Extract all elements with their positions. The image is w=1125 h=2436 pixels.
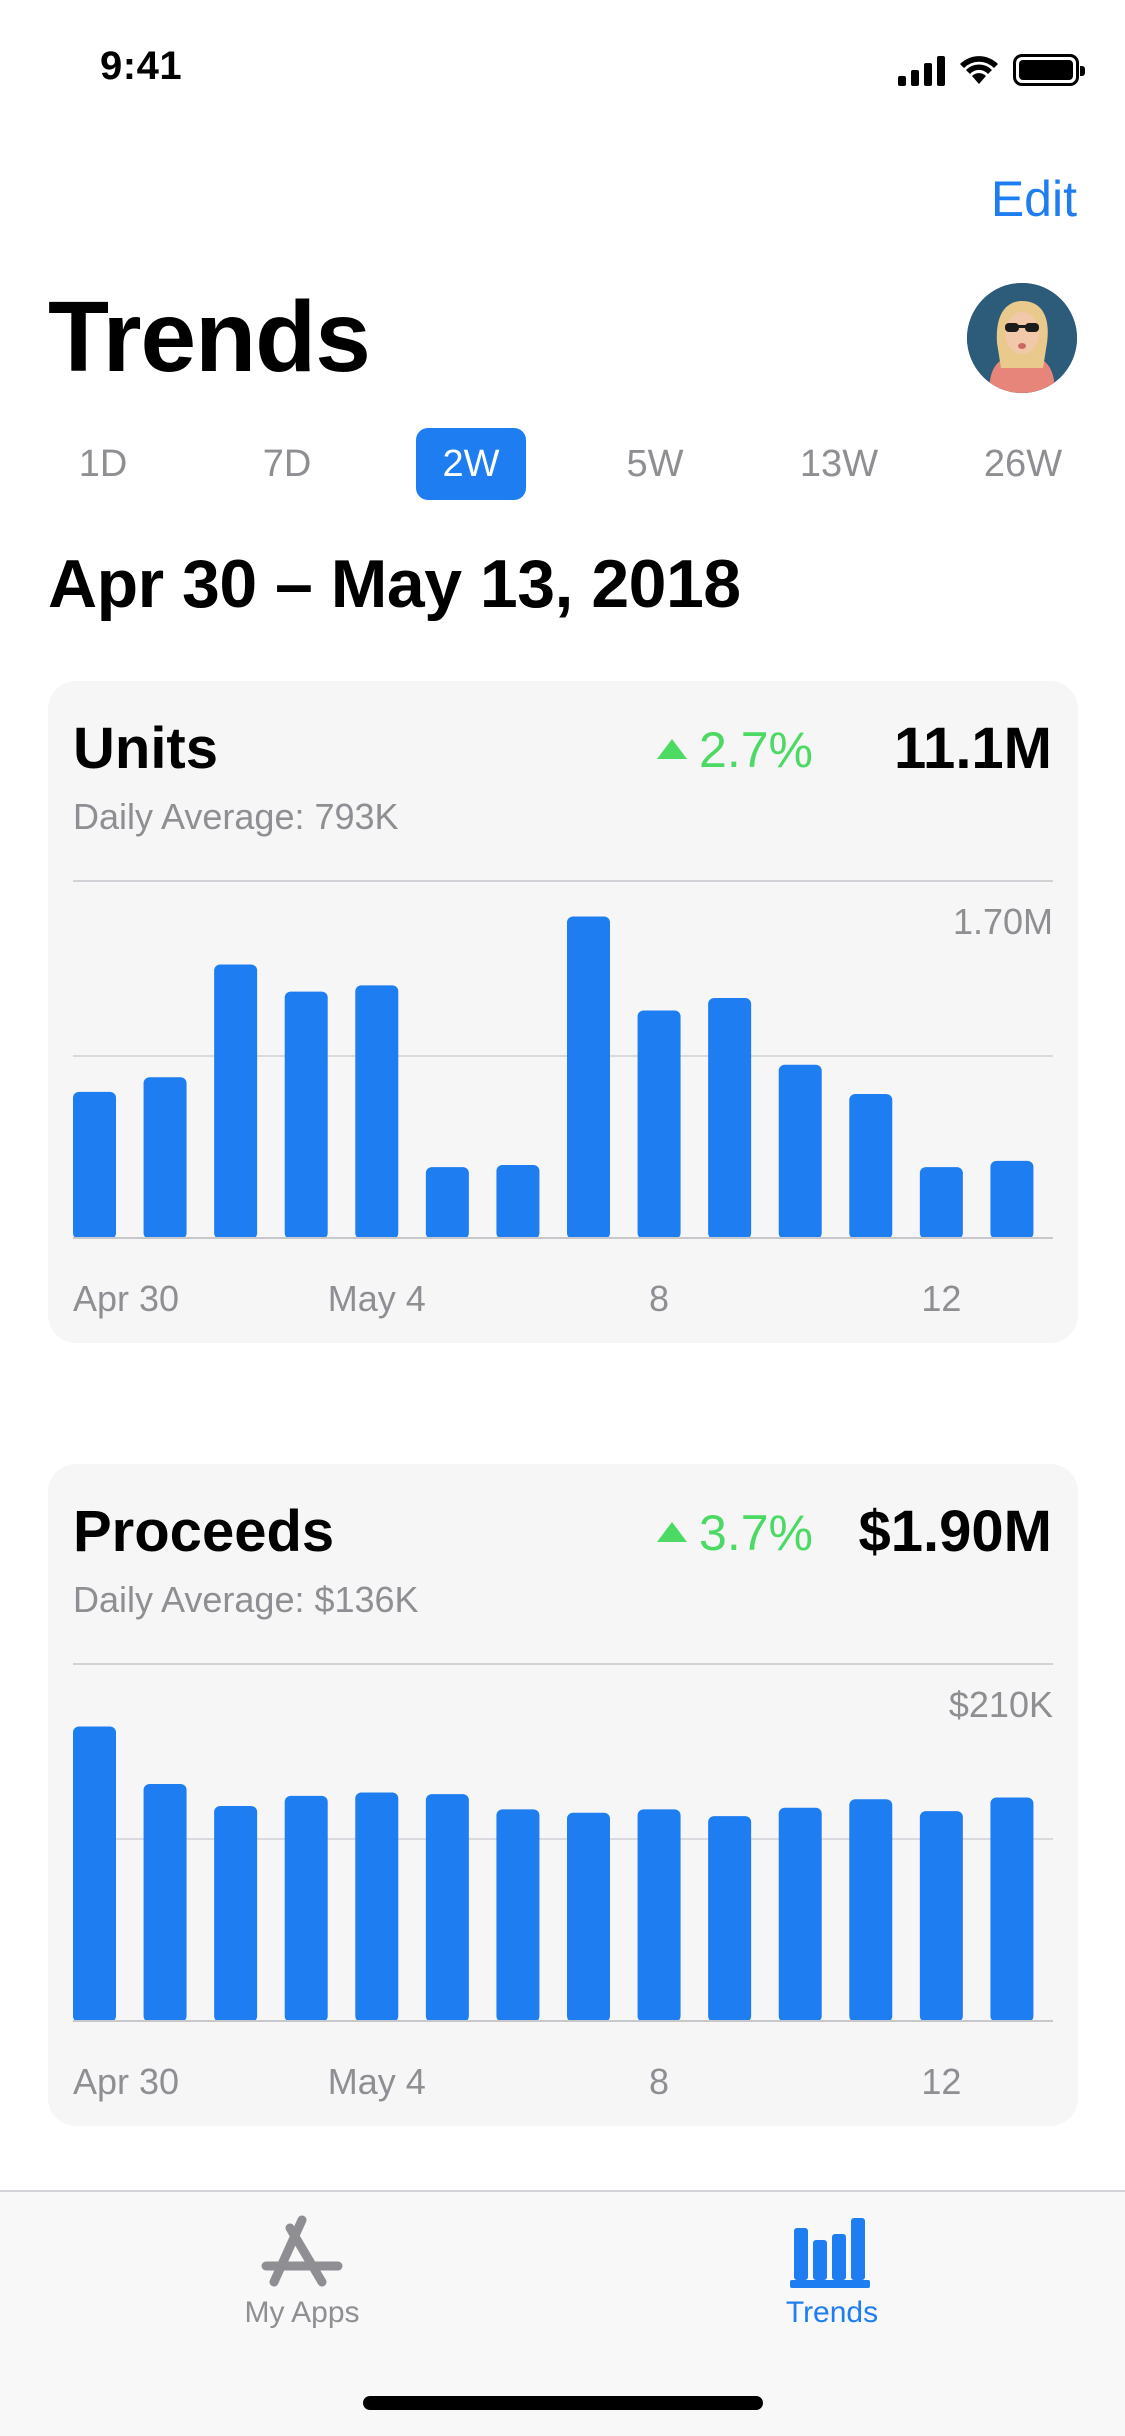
card-total: 11.1M: [894, 716, 1052, 781]
bar-chart-icon: [790, 2218, 870, 2288]
daily-average: Daily Average: 793K: [73, 796, 399, 837]
period-2w[interactable]: 2W: [416, 428, 526, 500]
chart-bar: [73, 1091, 116, 1239]
x-tick-label: 12: [921, 2061, 961, 2102]
change-indicator: 3.7%: [657, 1504, 813, 1562]
chart-bar: [708, 997, 752, 1239]
change-value: 3.7%: [699, 1505, 813, 1561]
chart-bar: [355, 1792, 399, 2022]
proceeds-chart: $210K Apr 30 May 4 8 12: [73, 1663, 1053, 2102]
chart-bar: [990, 1797, 1034, 2022]
tab-my-apps[interactable]: My Apps: [192, 2214, 412, 2330]
chart-bar: [567, 916, 610, 1239]
period-7d[interactable]: 7D: [262, 442, 312, 485]
up-arrow-icon: [657, 1522, 688, 1542]
y-max-label: 1.70M: [953, 901, 1053, 942]
chart-bar: [849, 1094, 893, 1239]
chart-bar: [214, 1806, 258, 2022]
tab-trends[interactable]: Trends: [722, 2214, 942, 2330]
chart-bar: [496, 1809, 540, 2022]
edit-button[interactable]: Edit: [990, 171, 1077, 227]
tab-label: Trends: [785, 2296, 879, 2329]
status-bar: 9:41: [0, 0, 1125, 140]
period-5w[interactable]: 5W: [626, 442, 684, 485]
x-tick-label: May 4: [328, 2061, 426, 2102]
units-card[interactable]: Units 2.7% 11.1M Daily Average: 793K 1.7…: [48, 681, 1078, 1343]
chart-bar: [919, 1167, 963, 1239]
date-range: Apr 30 – May 13, 2018: [48, 546, 741, 622]
wifi-icon: [960, 56, 998, 84]
chart-bar: [143, 1077, 187, 1239]
chart-bar: [284, 1795, 328, 2022]
card-title: Proceeds: [73, 1499, 335, 1564]
cellular-signal-icon: [898, 56, 945, 86]
chart-bar: [355, 985, 399, 1239]
up-arrow-icon: [657, 739, 688, 759]
app-store-icon: [261, 2215, 343, 2287]
x-tick-label: 8: [649, 2061, 669, 2102]
chart-bar: [567, 1812, 610, 2022]
y-max-label: $210K: [949, 1684, 1053, 1725]
proceeds-card[interactable]: Proceeds 3.7% $1.90M Daily Average: $136…: [48, 1464, 1078, 2126]
change-indicator: 2.7%: [657, 721, 813, 779]
period-13w[interactable]: 13W: [799, 442, 879, 485]
chart-bar: [496, 1165, 540, 1239]
period-1d[interactable]: 1D: [78, 442, 128, 485]
chart-bar: [778, 1064, 822, 1239]
chart-bar: [849, 1799, 893, 2022]
chart-bar: [637, 1010, 681, 1239]
home-indicator: [363, 2396, 763, 2410]
change-value: 2.7%: [699, 722, 813, 778]
x-tick-label: 8: [649, 1278, 669, 1319]
chart-bar: [425, 1167, 469, 1239]
chart-bar: [284, 991, 328, 1239]
chart-bar: [708, 1816, 752, 2022]
chart-bar: [143, 1784, 187, 2022]
card-title: Units: [73, 716, 218, 781]
period-26w[interactable]: 26W: [983, 442, 1063, 485]
x-tick-label: May 4: [328, 1278, 426, 1319]
x-tick-label: 12: [921, 1278, 961, 1319]
tab-label: My Apps: [244, 2296, 360, 2329]
x-tick-label: Apr 30: [73, 2061, 179, 2102]
tab-bar: My Apps Trends: [0, 2190, 1125, 2436]
status-time: 9:41: [100, 44, 183, 88]
avatar[interactable]: [967, 283, 1077, 393]
daily-average: Daily Average: $136K: [73, 1579, 419, 1620]
chart-bar: [425, 1794, 469, 2022]
x-tick-label: Apr 30: [73, 1278, 179, 1319]
chart-bar: [919, 1811, 963, 2022]
status-icons: [898, 50, 1085, 86]
battery-icon: [1013, 54, 1085, 86]
chart-bar: [73, 1726, 116, 2022]
units-chart: 1.70M Apr 30 May 4 8 12: [73, 880, 1053, 1319]
card-total: $1.90M: [858, 1499, 1052, 1564]
page-title: Trends: [48, 281, 371, 393]
chart-bar: [637, 1809, 681, 2022]
chart-bar: [778, 1807, 822, 2022]
chart-bar: [990, 1160, 1034, 1239]
chart-bar: [214, 964, 258, 1239]
period-selector: 1D 7D 2W 5W 13W 26W: [48, 428, 1078, 500]
